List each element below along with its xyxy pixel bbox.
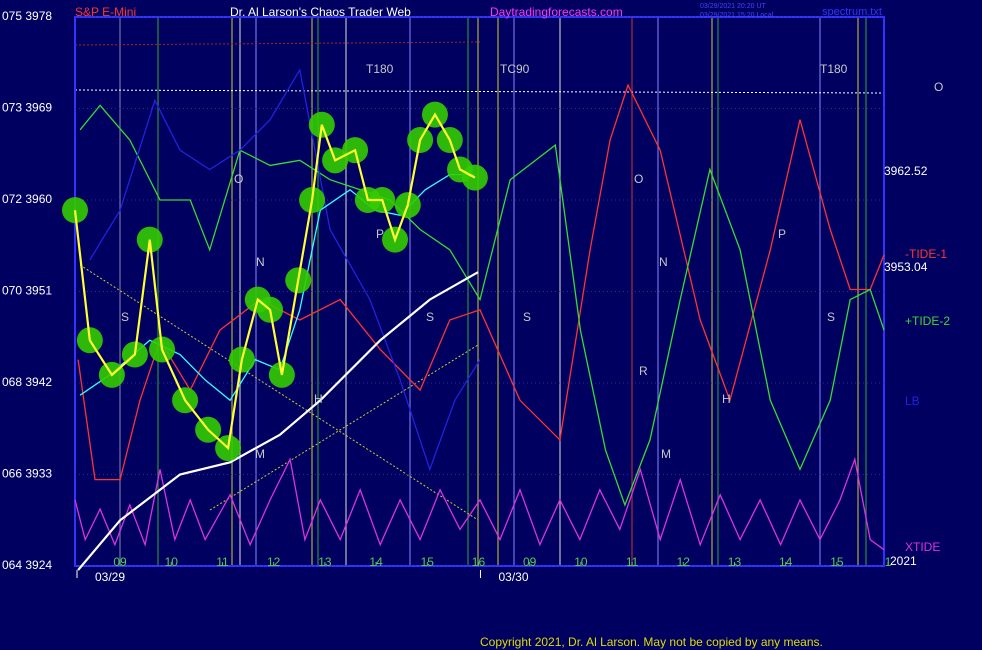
x-tick-label: 10 — [165, 555, 179, 569]
x-tick-label: 11 — [626, 555, 639, 569]
legend-entry: LB — [905, 394, 920, 408]
text-layer: S&P E-Mini Dr. Al Larson's Chaos Trader … — [2, 3, 950, 649]
annotation: N — [256, 255, 265, 269]
x-tick-label: 14 — [779, 555, 793, 569]
legend-entry: -TIDE-1 — [905, 247, 947, 261]
x-tick-label: 09 — [113, 555, 127, 569]
annotation: T180 — [820, 62, 848, 76]
x-tick-label: 10 — [574, 555, 588, 569]
series-line — [77, 83, 885, 481]
annotation: S — [523, 310, 531, 324]
annotation: R — [639, 364, 648, 378]
x-tick-label: 09 — [523, 555, 537, 569]
series-line — [79, 104, 885, 507]
y-tick-label: 073 3969 — [2, 101, 52, 115]
y-tick-label: 070 3951 — [2, 284, 52, 298]
annotation: H — [314, 392, 323, 406]
series-layer — [62, 16, 889, 578]
legend-entry: +TIDE-2 — [905, 314, 950, 328]
y-tick-label: 072 3960 — [2, 192, 52, 206]
x-tick-label: 12 — [677, 555, 691, 569]
x-tick-label: 16 — [472, 555, 486, 569]
timestamp: 03/29/2021 15:20 Local — [700, 12, 774, 19]
annotation: M — [255, 447, 265, 461]
y-tick-label: 064 3924 — [2, 558, 52, 572]
annotation: O — [634, 172, 643, 186]
legend-entry: XTIDE — [905, 540, 940, 554]
x-tick-label: 15 — [421, 555, 435, 569]
value-label: 3953.04 — [884, 260, 928, 274]
annotation: O — [934, 80, 943, 94]
annotation: P — [778, 227, 786, 241]
series-line — [89, 68, 481, 472]
x-tick-label: 12 — [267, 555, 281, 569]
price-marker — [62, 197, 88, 224]
value-label: 3962.52 — [884, 164, 928, 178]
annotation: S — [426, 310, 434, 324]
annotation: P — [376, 227, 384, 241]
instrument: S&P E-Mini — [75, 5, 136, 19]
y-tick-label: 075 3978 — [2, 9, 52, 23]
x-tick-label: 13 — [318, 555, 332, 569]
x-tick-label: 1 — [885, 555, 892, 569]
annotation: H — [722, 392, 731, 406]
x-tick-label: 13 — [728, 555, 742, 569]
value-label: 2021 — [890, 554, 917, 568]
annotation: TC90 — [500, 62, 530, 76]
annotation: N — [659, 255, 668, 269]
annotation: O — [234, 172, 243, 186]
series-line — [77, 271, 479, 571]
y-tick-label: 068 3942 — [2, 375, 52, 389]
annotation: S — [121, 310, 129, 324]
date-label: 03/30 — [498, 570, 528, 584]
series-line — [74, 456, 885, 551]
series-line — [73, 112, 476, 451]
x-tick-label: 14 — [369, 555, 383, 569]
annotation: M — [661, 447, 671, 461]
x-tick-label: 15 — [830, 555, 844, 569]
website: Daytradingforecasts.com — [490, 5, 623, 19]
date-label: 03/29 — [95, 570, 125, 584]
price-marker — [461, 164, 488, 191]
copyright: Copyright 2021, Dr. Al Larson. May not b… — [480, 635, 823, 649]
chart-title: Dr. Al Larson's Chaos Trader Web — [230, 5, 411, 19]
annotation: S — [827, 310, 835, 324]
annotation: T180 — [366, 62, 394, 76]
y-tick-label: 066 3933 — [2, 467, 52, 481]
x-tick-label: 11 — [216, 555, 229, 569]
file-name: spectrum.txt — [822, 6, 882, 18]
timestamp: 03/29/2021 20:20 UT — [700, 3, 766, 10]
